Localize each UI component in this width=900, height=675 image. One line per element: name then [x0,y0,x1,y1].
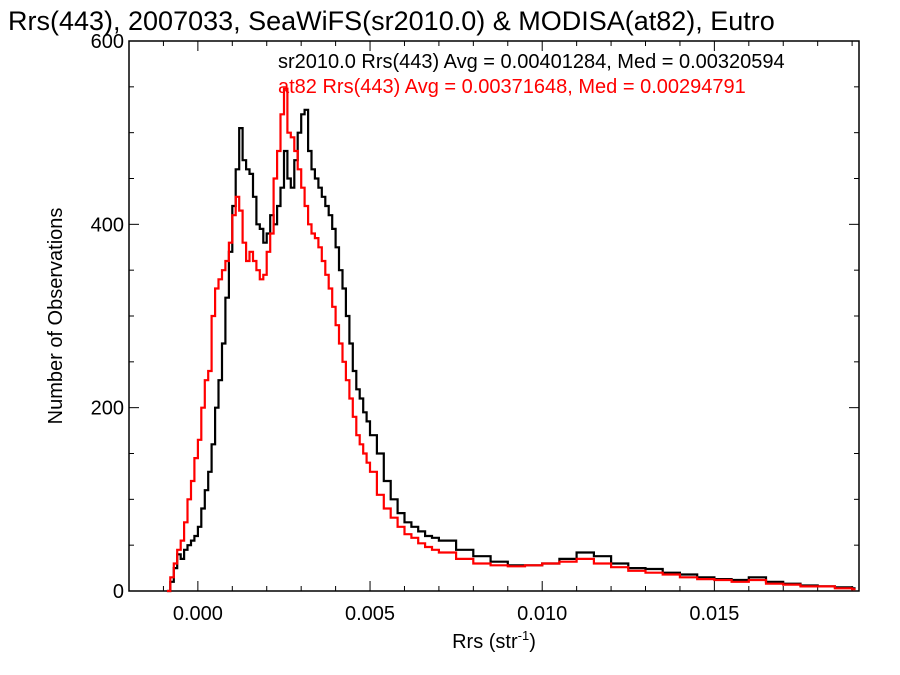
x-axis-label: Rrs (str-1) [452,628,536,653]
y-tick-label: 200 [91,398,124,420]
y-axis-label: Number of Observations [45,208,67,425]
y-tick-label: 400 [91,214,124,236]
legend: sr2010.0 Rrs(443) Avg = 0.00401284, Med … [278,51,785,98]
x-tick-label: 0.005 [345,603,395,625]
x-tick-label: 0.015 [689,603,739,625]
x-axis-label-superscript: -1 [518,628,530,643]
series-line-at82 [166,87,856,593]
legend-entry-at82: at82 Rrs(443) Avg = 0.00371648, Med = 0.… [278,76,746,98]
y-axis-ticks: 0 200 400 600 [91,31,859,603]
x-axis-ticks: 0.000 0.005 0.010 0.015 [128,41,853,625]
plot-area: 0.000 0.005 0.010 0.015 0 200 400 600 sr2010.0… [91,31,860,625]
legend-entry-sr2010.0: sr2010.0 Rrs(443) Avg = 0.00401284, Med … [278,51,785,73]
y-tick-label: 600 [91,31,124,53]
chart-title: Rrs(443), 2007033, SeaWiFS(sr2010.0) & M… [8,6,775,36]
y-tick-label: 0 [113,581,124,603]
series-line-sr2010.0 [166,108,856,593]
x-tick-label: 0.000 [173,603,223,625]
plot-frame [128,40,860,592]
x-tick-label: 0.010 [517,603,567,625]
series-layer [166,87,856,593]
